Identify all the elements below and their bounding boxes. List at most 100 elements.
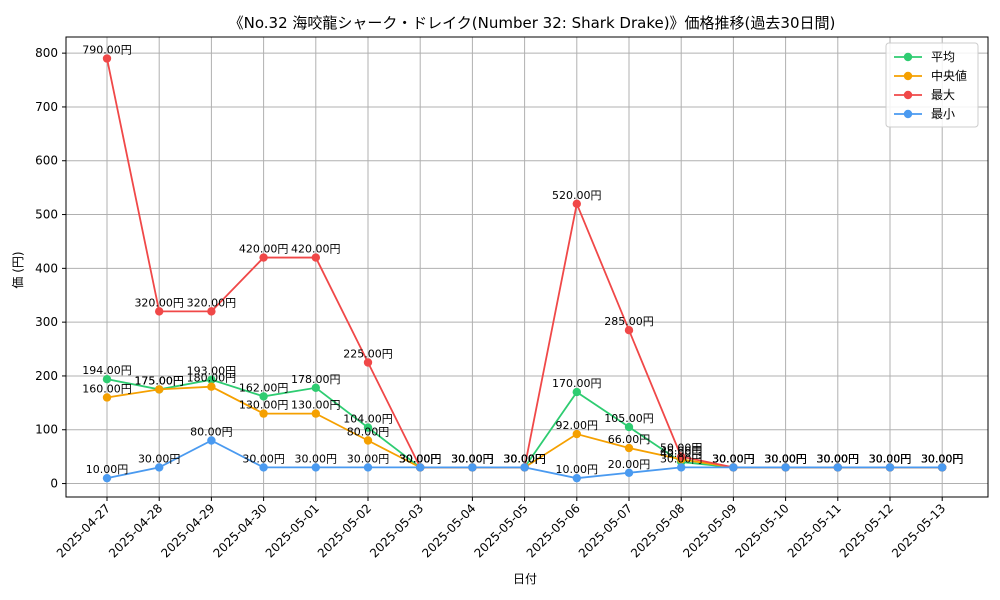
data-point (781, 463, 790, 472)
data-label: 30.00円 (817, 452, 860, 465)
data-point (311, 463, 320, 472)
data-label: 30.00円 (138, 452, 181, 465)
x-tick-label: 2025-05-12 (837, 501, 896, 560)
legend-box (885, 42, 979, 128)
data-point (207, 307, 216, 316)
data-label: 50.00円 (660, 442, 703, 455)
data-label: 80.00円 (347, 426, 390, 439)
legend-item: 最小 (894, 107, 955, 121)
data-point (311, 253, 320, 262)
data-point (520, 463, 529, 472)
data-point (207, 375, 216, 384)
data-label: 30.00円 (503, 452, 546, 465)
x-tick-label: 2025-04-27 (54, 501, 113, 560)
data-label: 790.00円 (82, 44, 132, 57)
data-label: 30.00円 (712, 452, 755, 465)
data-label: 30.00円 (712, 452, 755, 465)
y-tick-label: 200 (35, 369, 58, 383)
x-tick-label: 2025-05-09 (680, 501, 739, 560)
data-label: 30.00円 (451, 452, 494, 465)
data-point (572, 199, 581, 208)
data-point (155, 463, 164, 472)
data-label: 30.00円 (399, 452, 442, 465)
data-point (677, 463, 686, 472)
series-3 (102, 436, 947, 483)
data-point (259, 392, 268, 401)
data-point (102, 393, 112, 402)
data-label: 10.00円 (556, 463, 599, 476)
data-label: 20.00円 (608, 458, 651, 471)
data-label: 30.00円 (451, 452, 494, 465)
data-point (677, 452, 686, 461)
y-tick-label: 700 (35, 100, 58, 114)
x-tick-label: 2025-04-30 (211, 501, 270, 560)
legend-marker (903, 90, 913, 100)
data-label: 30.00円 (764, 452, 807, 465)
legend-marker (903, 71, 913, 81)
data-point (207, 382, 216, 391)
x-tick-label: 2025-05-11 (785, 501, 844, 560)
data-label: 30.00円 (921, 452, 964, 465)
data-point (624, 422, 634, 432)
legend-label: 平均 (931, 50, 955, 64)
data-point (468, 463, 477, 472)
chart-title: 《No.32 海咬龍シャーク・ドレイク(Number 32: Shark Dra… (229, 14, 836, 32)
data-label: 30.00円 (817, 452, 860, 465)
data-label: 180.00円 (187, 372, 237, 385)
y-tick-label: 800 (35, 46, 58, 60)
data-point (259, 253, 268, 262)
data-point (311, 409, 320, 418)
data-label: 30.00円 (921, 452, 964, 465)
data-point (363, 358, 373, 367)
data-label: 30.00円 (817, 452, 860, 465)
x-tick-label: 2025-05-07 (576, 501, 635, 560)
data-label: 104.00円 (343, 413, 393, 426)
series-layer (102, 54, 947, 483)
data-label: 320.00円 (134, 296, 184, 309)
data-label: 130.00円 (291, 399, 341, 412)
data-point (207, 436, 216, 445)
data-label: 130.00円 (239, 399, 289, 412)
data-label: 285.00円 (604, 315, 654, 328)
data-label: 30.00円 (399, 452, 442, 465)
data-label: 520.00円 (552, 189, 602, 202)
data-label: 30.00円 (921, 452, 964, 465)
data-point (572, 473, 581, 483)
data-label: 30.00円 (295, 452, 338, 465)
data-point (102, 473, 112, 483)
data-point (624, 468, 634, 477)
data-label: 30.00円 (347, 452, 390, 465)
data-label: 175.00円 (134, 374, 184, 387)
legend-item: 平均 (894, 50, 955, 64)
grid (66, 37, 988, 497)
x-tick-label: 2025-05-04 (419, 501, 478, 560)
data-label: 40.00円 (660, 447, 703, 460)
data-label: 30.00円 (451, 452, 494, 465)
x-tick-label: 2025-04-29 (158, 501, 217, 560)
data-label: 30.00円 (712, 452, 755, 465)
data-label: 105.00円 (604, 412, 654, 425)
data-point (155, 307, 164, 316)
data-label: 30.00円 (399, 452, 442, 465)
data-label: 225.00円 (343, 347, 393, 360)
data-point (363, 463, 373, 472)
data-label: 30.00円 (712, 452, 755, 465)
x-tick-label: 2025-05-01 (263, 501, 322, 560)
data-label: 10.00円 (86, 463, 129, 476)
data-point (572, 387, 581, 397)
data-label: 175.00円 (134, 374, 184, 387)
data-point (624, 326, 634, 335)
x-axis-label: 日付 (513, 572, 537, 586)
y-tick-label: 500 (35, 208, 58, 222)
y-tick-label: 400 (35, 261, 58, 275)
y-axis-label: 価 (円) (11, 251, 25, 288)
data-label: 30.00円 (921, 452, 964, 465)
data-point (572, 429, 581, 439)
data-point (259, 463, 268, 472)
data-point (311, 383, 320, 392)
x-tick-label: 2025-05-03 (367, 501, 426, 560)
data-label: 30.00円 (869, 452, 912, 465)
y-tick-label: 600 (35, 154, 58, 168)
